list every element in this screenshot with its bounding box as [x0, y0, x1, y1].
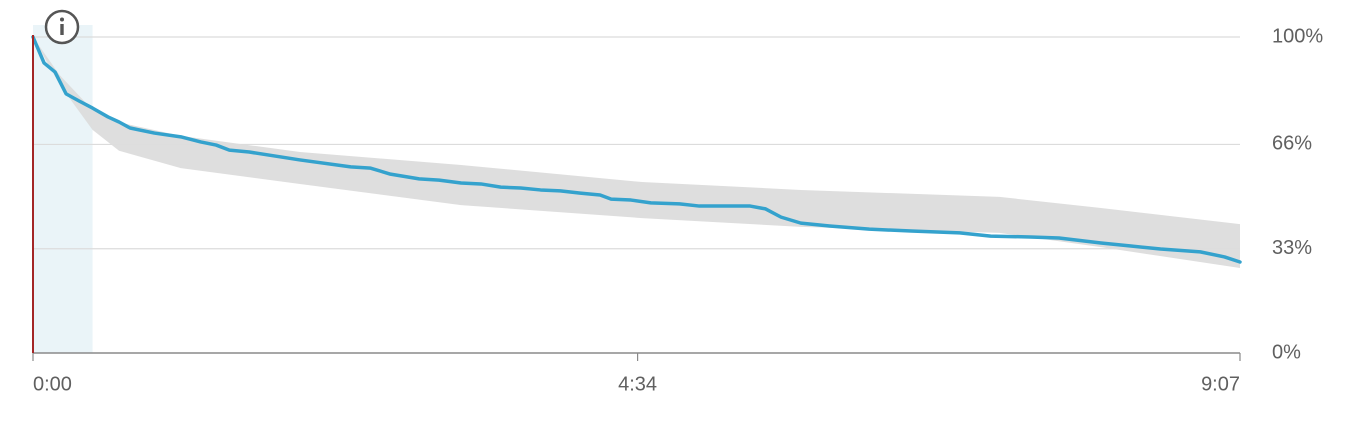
info-icon[interactable] [44, 9, 80, 45]
y-tick-label: 0% [1272, 341, 1301, 363]
x-tick-label: 9:07 [1201, 373, 1240, 395]
y-tick-label: 100% [1272, 25, 1323, 47]
background-layer [32, 25, 1241, 361]
y-tick-label: 33% [1272, 237, 1312, 259]
x-tick-label: 4:34 [618, 373, 657, 395]
y-tick-label: 66% [1272, 133, 1312, 155]
foreground-layer: 0% 33% 66% 100% 0:00 4:34 9:07 [31, 25, 1323, 395]
typical-range-band [33, 37, 1240, 268]
info-dot[interactable] [60, 17, 64, 22]
intro-highlight [33, 25, 93, 353]
x-tick-label: 0:00 [33, 373, 72, 395]
retention-line [31, 35, 1242, 264]
info-bar[interactable] [60, 24, 64, 35]
